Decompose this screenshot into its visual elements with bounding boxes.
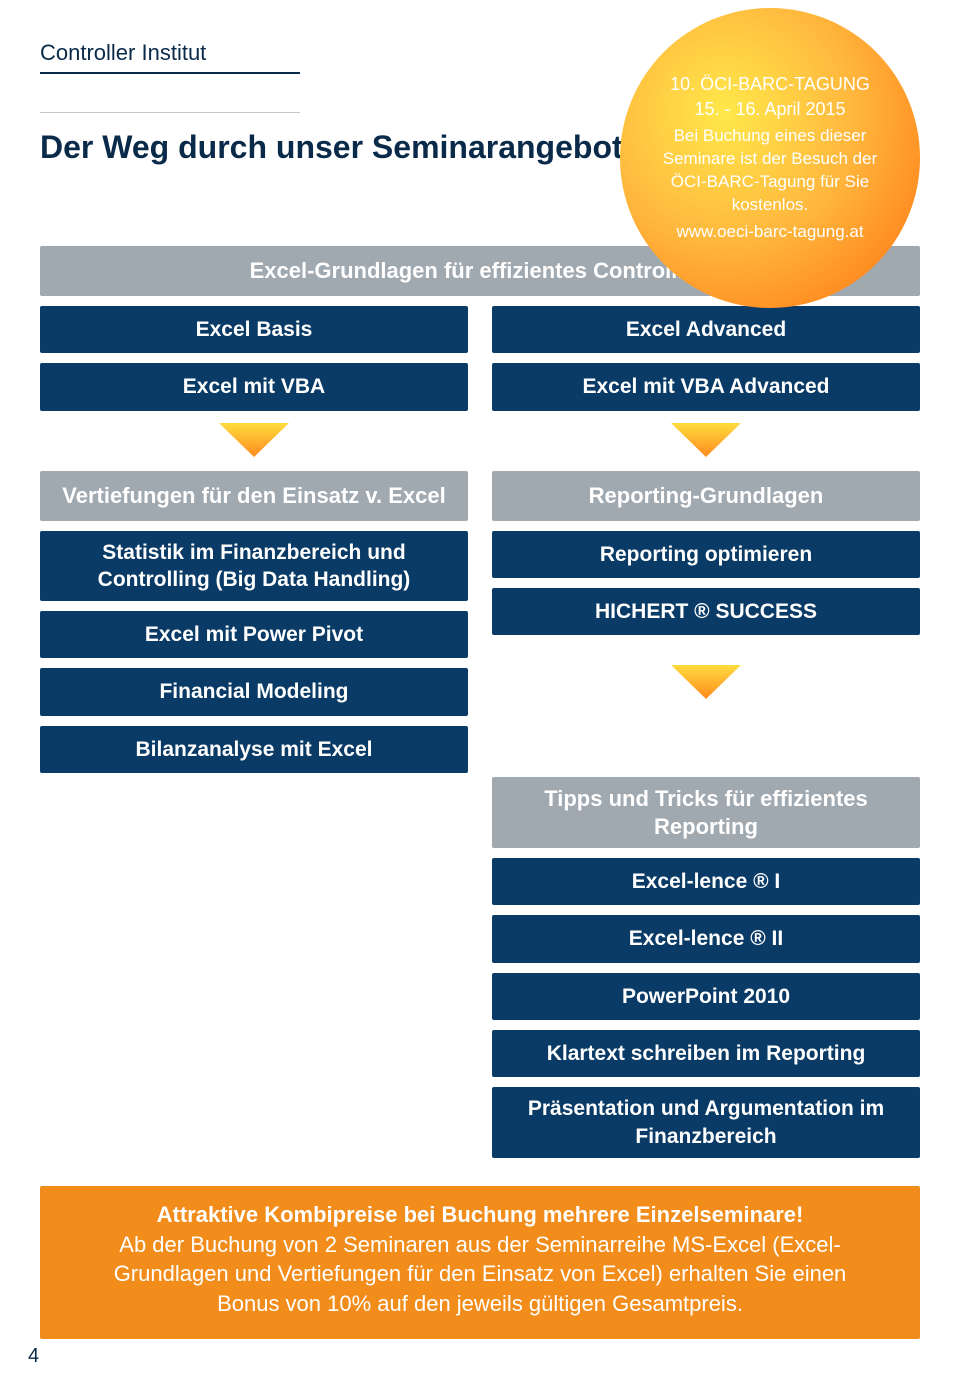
section2-right-header: Reporting-Grundlagen <box>492 471 920 521</box>
section1-columns: Excel Basis Excel mit VBA Excel Advanced… <box>40 306 920 411</box>
box-praesentation: Präsentation und Argumentation im Finanz… <box>492 1087 920 1158</box>
box-hichert-success: HICHERT ® SUCCESS <box>492 588 920 635</box>
box-excellence-2: Excel-lence ® II <box>492 915 920 962</box>
badge-url: www.oeci-barc-tagung.at <box>676 221 863 244</box>
box-powerpoint-2010: PowerPoint 2010 <box>492 973 920 1020</box>
promo-box: Attraktive Kombipreise bei Buchung mehre… <box>40 1186 920 1339</box>
promo-title: Attraktive Kombipreise bei Buchung mehre… <box>84 1200 876 1230</box>
hairline-divider <box>40 112 300 113</box>
section2-right-col: Reporting-Grundlagen Reporting optimiere… <box>492 471 920 773</box>
badge-event-title: 10. ÖCI-BARC-TAGUNG <box>670 72 870 96</box>
arrow-1-right-wrap <box>492 411 920 471</box>
badge-description: Bei Buchung eines dieser Seminare ist de… <box>646 125 894 217</box>
box-power-pivot: Excel mit Power Pivot <box>40 611 468 658</box>
box-excel-advanced: Excel Advanced <box>492 306 920 353</box>
section2-left-col: Vertiefungen für den Einsatz v. Excel St… <box>40 471 468 773</box>
section3-wrap: Tipps und Tricks für effizientes Reporti… <box>40 777 920 1158</box>
institute-name: Controller Institut <box>40 40 300 74</box>
box-klartext: Klartext schreiben im Reporting <box>492 1030 920 1077</box>
promo-badge: 10. ÖCI-BARC-TAGUNG 15. - 16. April 2015… <box>620 8 920 308</box>
section1-left-col: Excel Basis Excel mit VBA <box>40 306 468 411</box>
box-financial-modeling: Financial Modeling <box>40 668 468 715</box>
page-number: 4 <box>28 1345 39 1368</box>
arrow-row-1 <box>40 411 920 471</box>
box-excel-vba: Excel mit VBA <box>40 363 468 410</box>
box-reporting-optimieren: Reporting optimieren <box>492 531 920 578</box>
box-excel-basis: Excel Basis <box>40 306 468 353</box>
arrow-1-left-wrap <box>40 411 468 471</box>
box-statistik-bigdata: Statistik im Finanzbereich und Controlli… <box>40 531 468 602</box>
section3-left-spacer <box>40 777 468 1158</box>
diagram-content: Excel-Grundlagen für effizientes Control… <box>0 246 960 1339</box>
badge-event-date: 15. - 16. April 2015 <box>694 97 845 121</box>
section3-right-col: Tipps und Tricks für effizientes Reporti… <box>492 777 920 1158</box>
section2-left-header: Vertiefungen für den Einsatz v. Excel <box>40 471 468 521</box>
box-excellence-1: Excel-lence ® I <box>492 858 920 905</box>
arrow-down-icon <box>492 665 920 699</box>
box-excel-vba-advanced: Excel mit VBA Advanced <box>492 363 920 410</box>
box-bilanzanalyse: Bilanzanalyse mit Excel <box>40 726 468 773</box>
arrow-down-icon <box>492 423 920 457</box>
promo-body: Ab der Buchung von 2 Seminaren aus der S… <box>84 1230 876 1319</box>
section3-header: Tipps und Tricks für effizientes Reporti… <box>492 777 920 848</box>
section2-columns: Vertiefungen für den Einsatz v. Excel St… <box>40 471 920 773</box>
section1-right-col: Excel Advanced Excel mit VBA Advanced <box>492 306 920 411</box>
arrow-down-icon <box>40 423 468 457</box>
header: Controller Institut Der Weg durch unser … <box>0 0 960 166</box>
